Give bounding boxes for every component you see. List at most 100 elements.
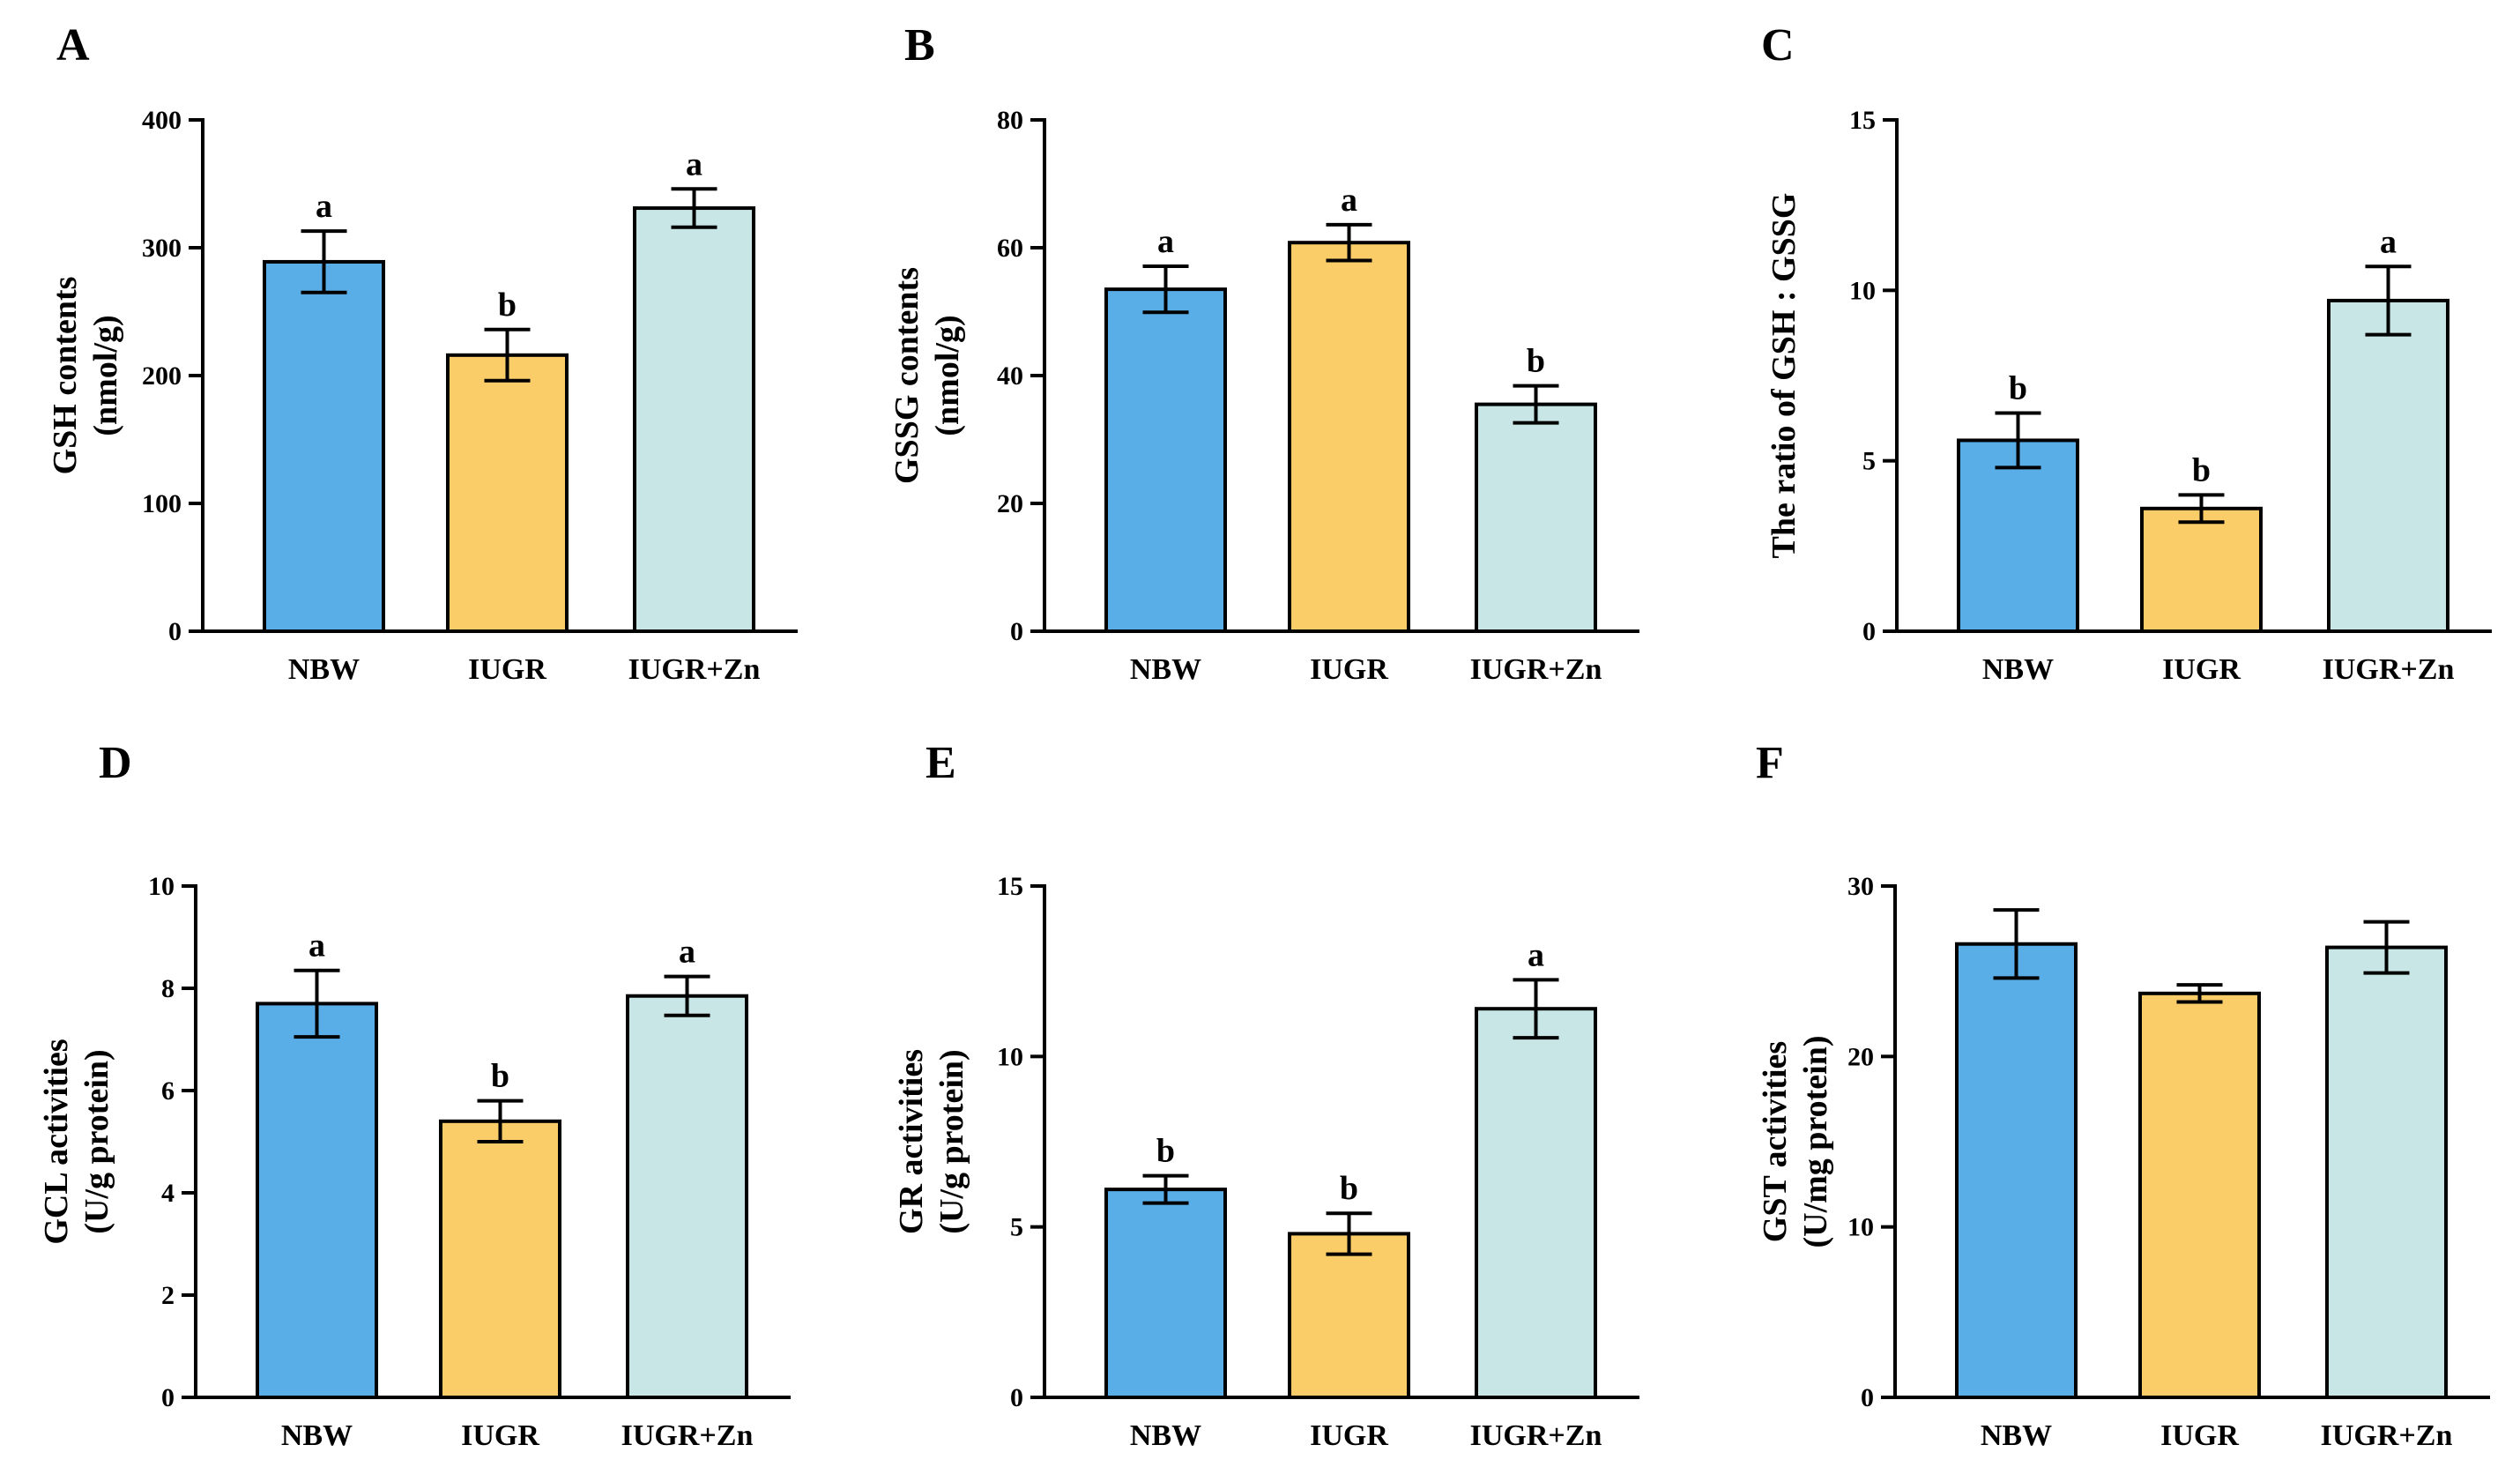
panel-b: B 0 20 40 60 80 GSSG contents (nmol/g) a NBW a IUGR… [888,20,1639,686]
y-tick-label: 15 [997,872,1023,901]
bar-iugr [439,1119,561,1400]
y-axis-unit: (nmol/g) [87,315,124,436]
significance-letter: b [1527,343,1545,380]
bar-iugr [2138,991,2261,1400]
y-tick-label: 30 [1847,872,1874,901]
x-category-label: IUGR+Zn [2321,1419,2453,1452]
y-tick-label: 10 [997,1042,1023,1071]
y-tick-label: 5 [1862,447,1876,476]
x-category-label: NBW [1130,1419,1201,1452]
bar-iugr [1288,241,1410,633]
significance-letter: b [498,287,517,324]
significance-letter: a [2380,223,2397,260]
y-axis-title: GR activities [893,1049,930,1234]
y-tick-label: 10 [1847,1213,1874,1242]
panel-a: A 0 100 200 300 400 GSH contents (nmol/g) a NBW b I… [47,20,798,686]
significance-letter: b [2009,370,2027,407]
bar-nbw [1104,1188,1227,1399]
bar-iugr-zn [633,206,755,634]
panel-d: D 0 2 4 6 8 10 GCL activities (U/g protein) a NBW b… [38,738,791,1452]
x-category-label: NBW [288,653,360,686]
bar-iugr-zn [2325,945,2448,1399]
x-category-label: NBW [281,1419,353,1452]
y-tick-label: 6 [161,1076,175,1106]
y-tick-label: 8 [161,974,175,1003]
y-axis-unit: (U/g protein) [78,1049,115,1233]
significance-letter: b [1340,1170,1358,1207]
y-axis-title: GSSG contents [888,267,925,484]
y-tick-label: 0 [161,1383,175,1412]
panel-f: F 0 10 20 30 GST activities (U/mg protein) NBW I… [1756,738,2490,1452]
x-category-label: IUGR [461,1419,539,1452]
y-axis-title: GSH contents [47,277,84,475]
significance-letter: a [316,188,332,225]
significance-letter: a [679,934,695,971]
y-tick-label: 0 [1010,617,1023,646]
bar-iugr [2140,506,2263,633]
y-tick-label: 20 [997,489,1023,518]
bar-nbw [1957,438,2079,634]
panel-letter: D [99,738,132,788]
y-tick-label: 4 [161,1179,175,1208]
y-tick-label: 0 [1010,1383,1023,1412]
x-category-label: IUGR+Zn [1470,653,1602,686]
x-category-label: IUGR+Zn [2323,653,2455,686]
significance-letter: a [1528,936,1544,973]
y-tick-label: 0 [1861,1383,1874,1412]
y-tick-label: 20 [1847,1042,1874,1071]
bar-iugr-zn [1475,402,1597,633]
y-tick-label: 100 [142,489,182,518]
y-tick-label: 60 [997,234,1023,263]
significance-letter: a [1341,182,1357,219]
significance-letter: b [491,1058,509,1095]
bar-nbw [256,1002,378,1400]
y-tick-label: 80 [997,106,1023,135]
significance-letter: a [308,927,325,964]
significance-letter: b [1156,1133,1175,1170]
y-axis-title: The ratio of GSH : GSSG [1765,193,1803,559]
bar-nbw [263,259,385,633]
bar-nbw [1955,942,2078,1399]
bar-nbw [1104,287,1227,633]
bar-iugr-zn [1475,1007,1597,1399]
panel-e: E 0 5 10 15 GR activities (U/g protein) b NBW b IU… [893,738,1639,1452]
significance-letter: a [1157,223,1174,260]
y-tick-label: 5 [1010,1213,1023,1242]
y-tick-label: 300 [142,234,182,263]
bar-iugr [446,353,569,633]
y-tick-label: 2 [161,1281,175,1310]
panel-letter: F [1756,738,1784,788]
y-tick-label: 200 [142,361,182,391]
significance-letter: a [686,145,702,182]
x-category-label: NBW [1981,1419,2052,1452]
y-axis-unit: (U/mg protein) [1797,1036,1834,1248]
x-category-label: NBW [1982,653,2054,686]
x-category-label: NBW [1130,653,1201,686]
y-tick-label: 15 [1849,106,1876,135]
panel-letter: A [56,20,90,71]
x-category-label: IUGR [2160,1419,2239,1452]
panel-c: C 0 5 10 15 The ratio of GSH : GSSG b NBW b IUGR a… [1761,20,2492,686]
y-tick-label: 10 [1849,276,1876,305]
x-category-label: IUGR [468,653,546,686]
x-category-label: IUGR+Zn [628,653,761,686]
bar-iugr [1288,1232,1410,1400]
y-tick-label: 0 [1862,617,1876,646]
y-tick-label: 10 [148,872,175,901]
y-axis-title: GCL activities [38,1039,75,1244]
panel-letter: B [904,20,935,71]
y-tick-label: 400 [142,106,182,135]
bar-iugr-zn [626,994,748,1399]
y-tick-label: 0 [168,617,182,646]
x-category-label: IUGR [2162,653,2241,686]
x-category-label: IUGR [1310,653,1388,686]
panel-letter: E [925,738,956,788]
y-axis-unit: (nmol/g) [929,315,966,436]
y-axis-title: GST activities [1757,1041,1794,1242]
x-category-label: IUGR [1310,1419,1388,1452]
significance-letter: b [2192,451,2211,488]
bar-iugr-zn [2327,298,2449,633]
panel-letter: C [1761,20,1795,71]
x-category-label: IUGR+Zn [621,1419,754,1452]
